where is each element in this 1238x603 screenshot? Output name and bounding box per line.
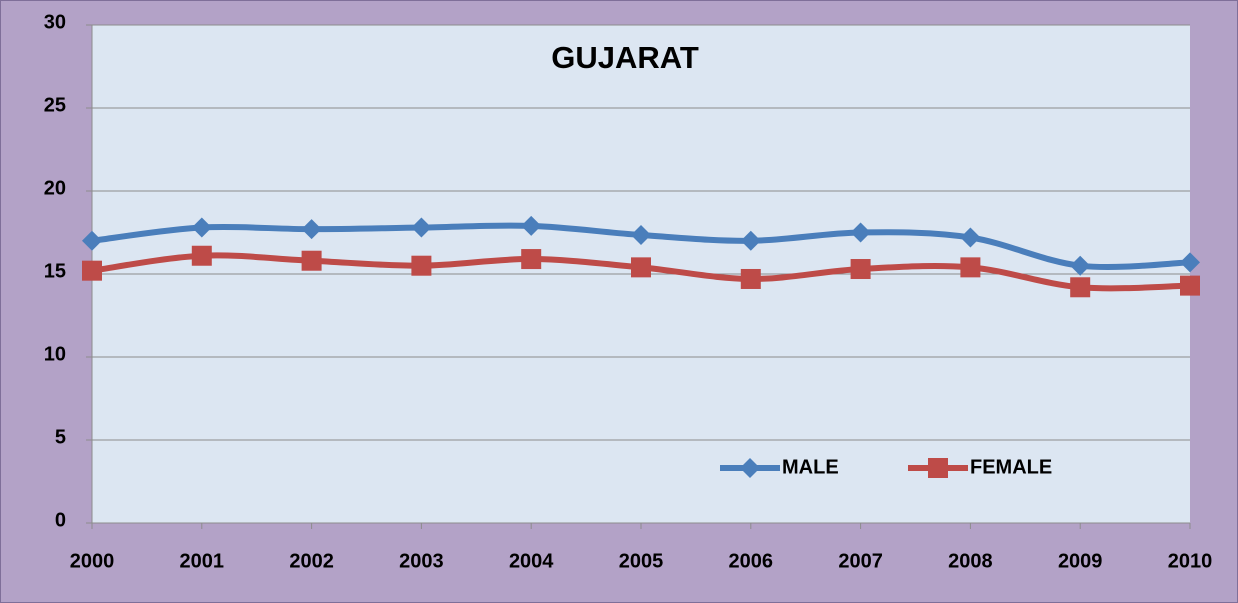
- data-point: [850, 259, 871, 280]
- data-point: [521, 249, 542, 270]
- data-point: [411, 217, 432, 238]
- x-tick-label: 2004: [509, 550, 554, 572]
- data-point: [521, 215, 542, 236]
- x-tick-label: 2010: [1168, 550, 1213, 572]
- x-tick-label: 2001: [180, 550, 225, 572]
- data-point: [301, 219, 322, 240]
- chart-title: GUJARAT: [551, 40, 699, 75]
- x-tick-label: 2003: [399, 550, 444, 572]
- data-point: [960, 257, 981, 278]
- data-point: [82, 260, 102, 281]
- legend-marker: [740, 458, 760, 478]
- data-point: [1180, 252, 1200, 273]
- y-tick-label: 0: [55, 509, 66, 531]
- data-point: [191, 245, 212, 266]
- data-point: [301, 250, 322, 271]
- x-tick-label: 2006: [729, 550, 774, 572]
- data-point: [82, 230, 102, 251]
- x-tick-label: 2005: [619, 550, 664, 572]
- data-point: [411, 255, 432, 276]
- x-tick-label: 2000: [70, 550, 115, 572]
- y-tick-label: 15: [44, 260, 66, 282]
- y-tick-label: 10: [44, 343, 66, 365]
- x-tick-label: 2009: [1058, 550, 1103, 572]
- y-tick-label: 20: [44, 177, 66, 199]
- legend-marker: [928, 458, 948, 478]
- y-tick-label: 25: [44, 94, 66, 116]
- data-point: [960, 227, 981, 248]
- x-tick-label: 2002: [289, 550, 334, 572]
- legend-label: FEMALE: [970, 456, 1052, 478]
- x-tick-label: 2007: [838, 550, 883, 572]
- legend-label: MALE: [782, 456, 839, 478]
- data-point: [1070, 277, 1091, 298]
- data-point: [631, 224, 651, 245]
- y-tick-label: 30: [44, 11, 66, 33]
- data-point: [1180, 275, 1200, 296]
- data-point: [191, 217, 212, 238]
- data-point: [850, 222, 871, 243]
- data-point: [631, 257, 651, 278]
- y-tick-label: 5: [55, 426, 66, 448]
- data-point: [740, 268, 761, 289]
- data-point: [1070, 255, 1091, 276]
- x-tick-label: 2008: [948, 550, 993, 572]
- data-point: [740, 230, 761, 251]
